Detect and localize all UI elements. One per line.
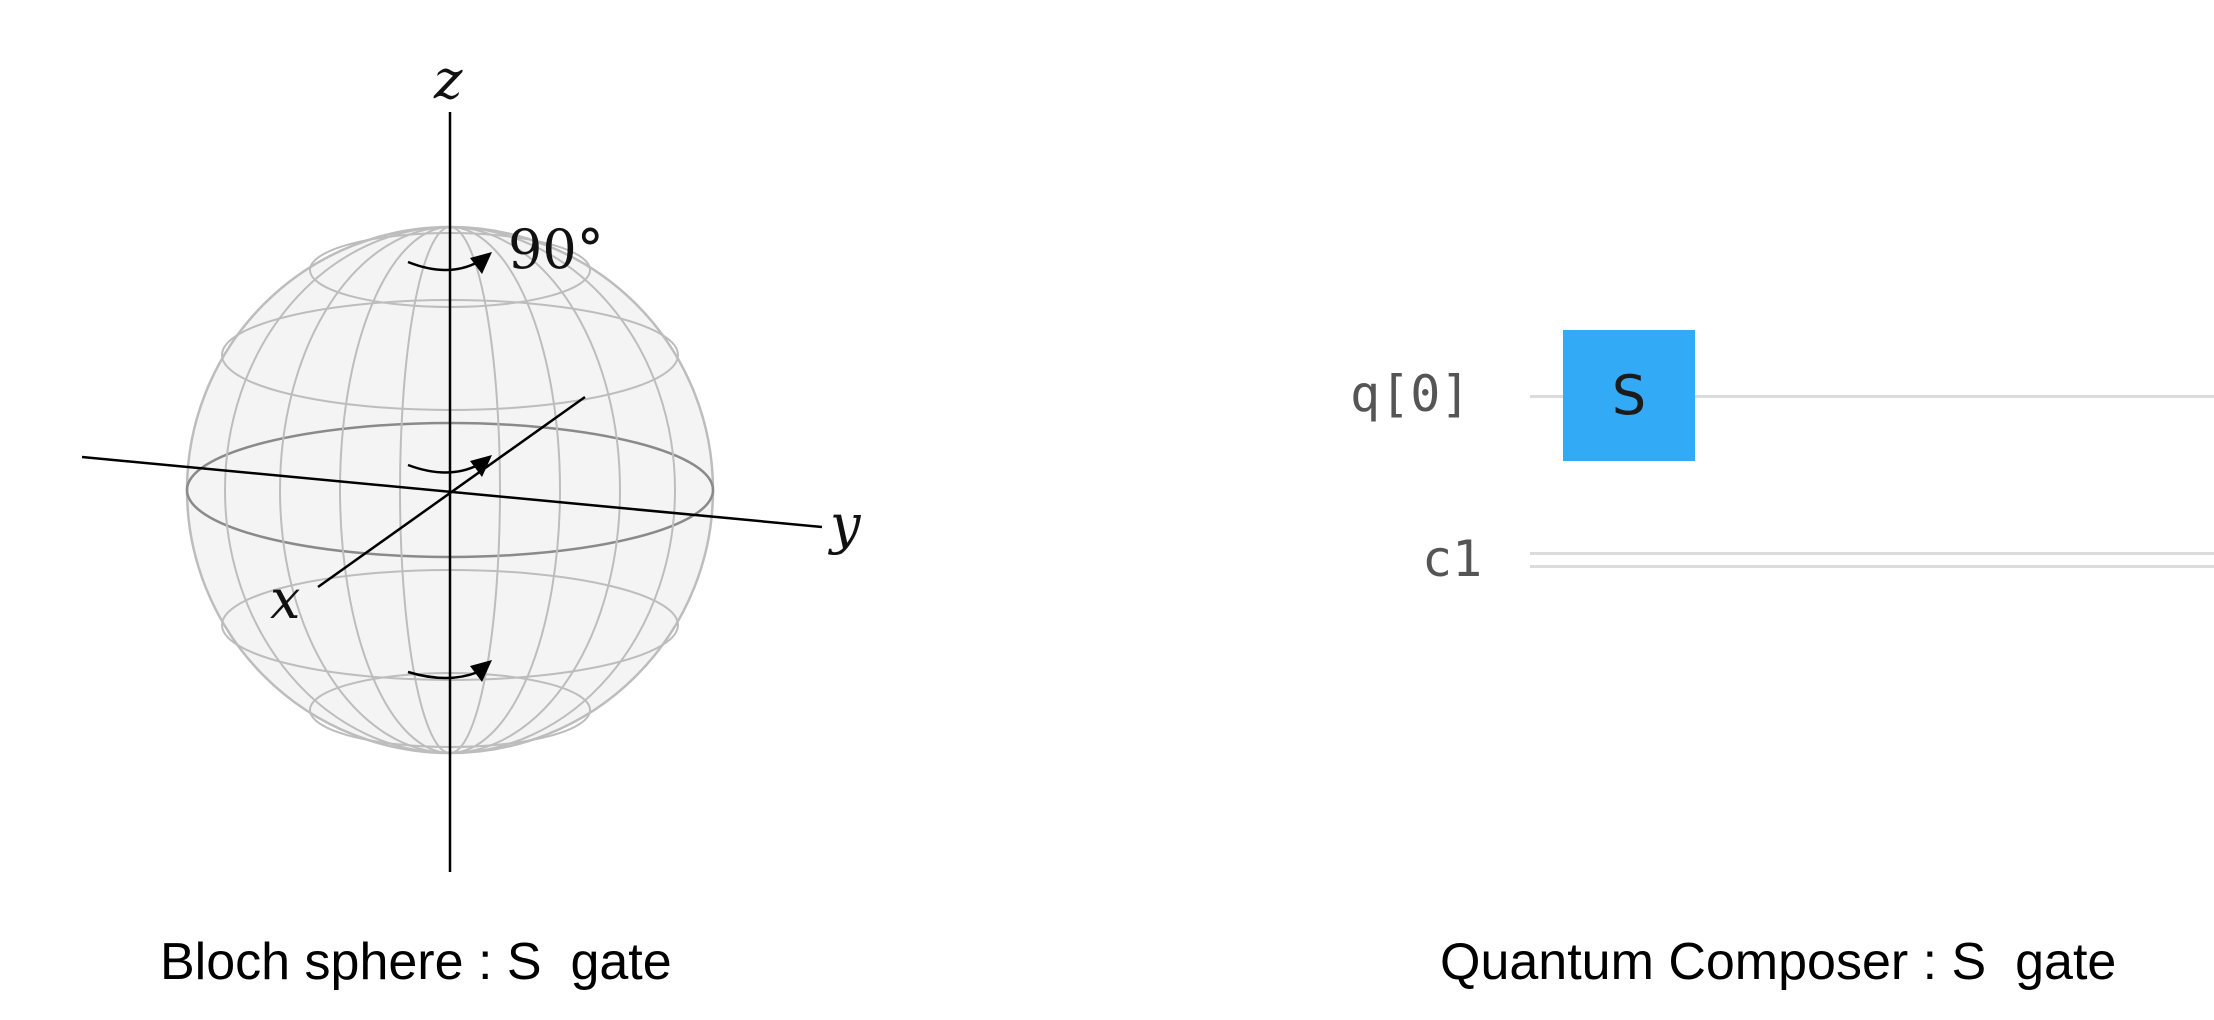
rotation-arc [407,463,479,474]
qubit-label: q[0] [1350,365,1471,423]
classical-register-label: c1 [1422,530,1483,588]
x-axis [317,395,586,589]
z-axis-label: z [433,48,463,111]
arrowhead-icon [470,252,492,274]
arrowheads [470,252,492,682]
rotation-angle-label: 90° [508,218,604,281]
bloch-sphere-caption: Bloch sphere : S gate [160,933,672,991]
s-gate-label: S [1611,364,1647,427]
rotation-arc [407,260,479,272]
rotation-arrows [407,260,479,680]
qubit-wire [1530,395,2214,398]
bloch-sphere-diagram: z y x 90° [81,48,862,872]
classical-wire [1530,565,2214,568]
rotation-arc [407,670,479,680]
x-axis-label: x [270,568,300,631]
classical-wire [1530,552,2214,555]
composer-caption: Quantum Composer : S gate [1440,933,2117,991]
y-axis-label: y [828,493,862,556]
arrowhead-icon [470,455,492,477]
axes [81,112,823,872]
arrowhead-icon [470,660,492,682]
s-gate-block[interactable]: S [1563,330,1695,461]
